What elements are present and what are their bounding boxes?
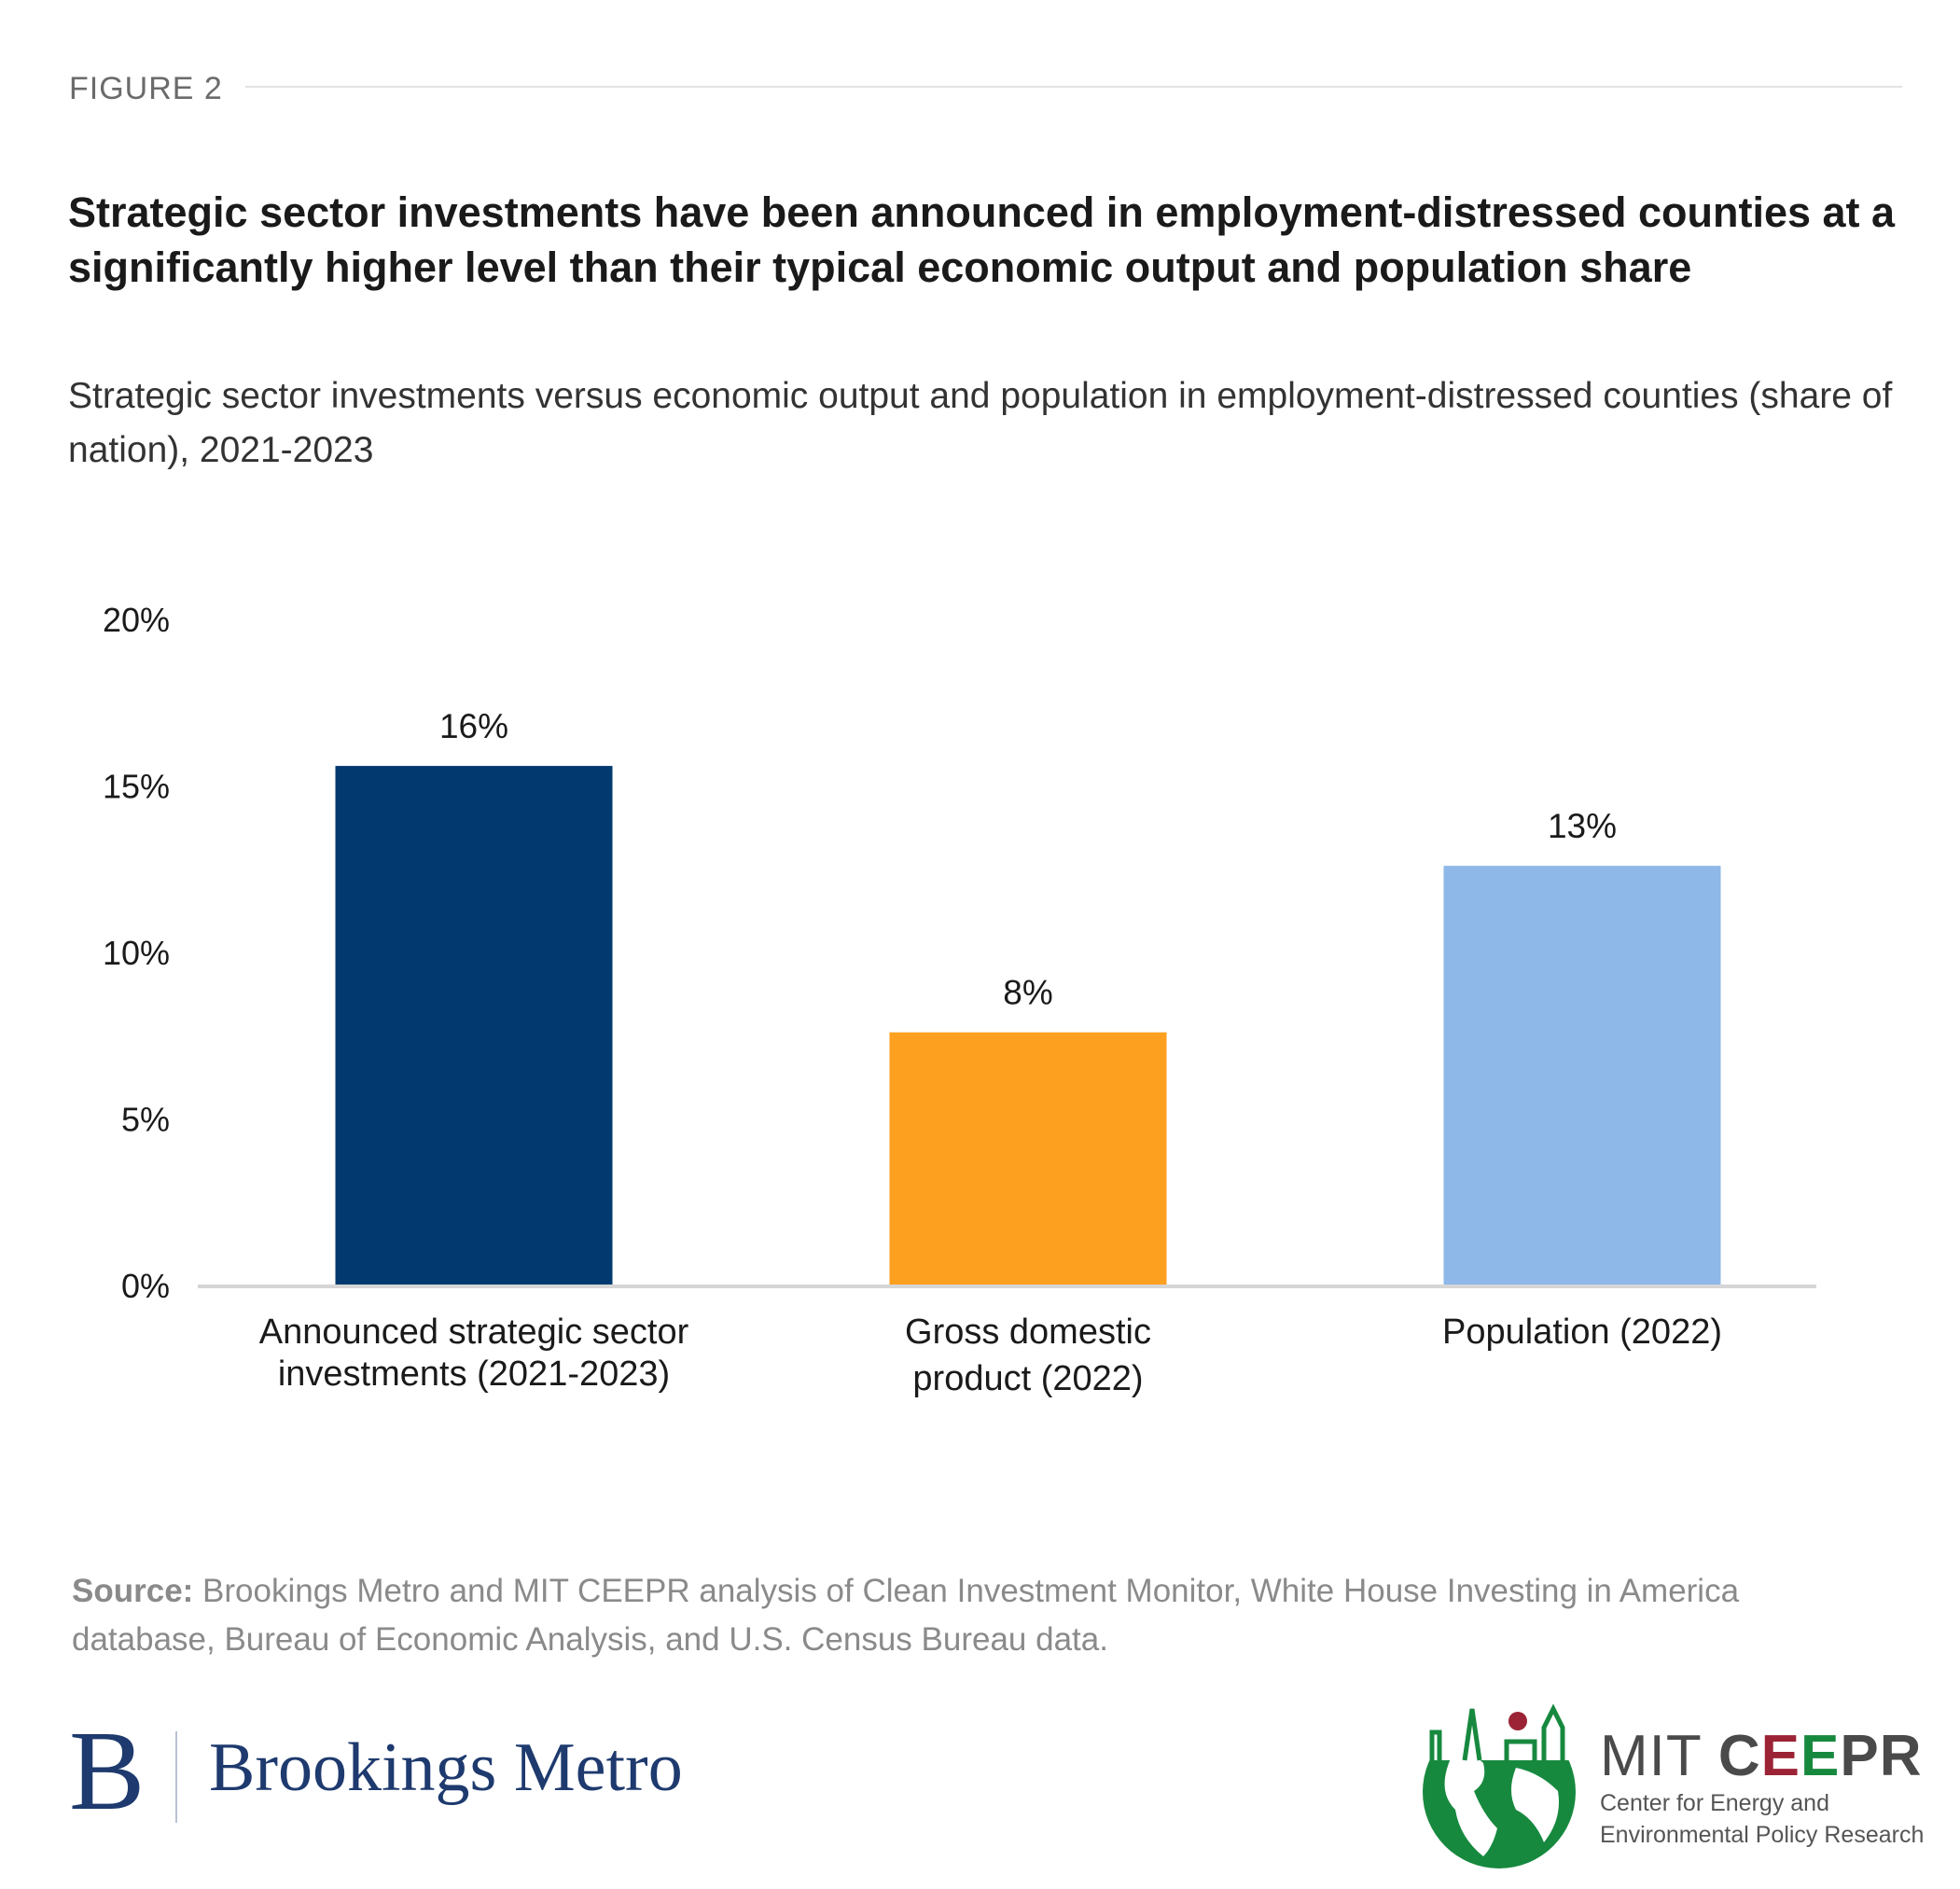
data-label: 16% bbox=[439, 707, 508, 745]
chart-title: Strategic sector investments have been a… bbox=[68, 188, 1896, 291]
figure-label: FIGURE 2 bbox=[69, 71, 223, 106]
y-tick-label: 20% bbox=[103, 601, 170, 639]
ceepr-e2: E bbox=[1800, 1724, 1841, 1788]
x-tick-label: product (2022) bbox=[912, 1359, 1143, 1398]
x-tick-label: Population (2022) bbox=[1442, 1313, 1722, 1352]
ceepr-pr: PR bbox=[1840, 1724, 1923, 1788]
data-label: 13% bbox=[1548, 807, 1617, 845]
brookings-metro-logo: Brookings Metro bbox=[209, 1729, 683, 1806]
x-tick-label: Announced strategic sector bbox=[259, 1313, 689, 1352]
source-note: Source: Brookings Metro and MIT CEEPR an… bbox=[72, 1567, 1891, 1664]
y-tick-label: 5% bbox=[121, 1101, 170, 1139]
mit-sub-line: Environmental Policy Research bbox=[1600, 1822, 1925, 1848]
bar bbox=[889, 1032, 1167, 1285]
mit-ceepr-subtitle: Center for Energy and Environmental Polic… bbox=[1600, 1787, 1924, 1851]
y-tick-label: 10% bbox=[103, 934, 170, 972]
x-tick-label: Gross domestic bbox=[905, 1313, 1151, 1352]
data-label: 8% bbox=[1003, 974, 1052, 1012]
ceepr-e1: E bbox=[1760, 1724, 1800, 1788]
ceepr-c: C bbox=[1717, 1724, 1761, 1788]
mit-sub-line: Center for Energy and bbox=[1600, 1790, 1829, 1816]
bar-chart: 0% 5% 10% 15% 20% 16% Announced strategic sect… bbox=[103, 601, 1816, 1398]
bar bbox=[335, 766, 613, 1285]
chart-subtitle: Strategic sector investments versus econ… bbox=[68, 376, 1893, 470]
mit-text: MIT bbox=[1600, 1724, 1718, 1788]
globe-icon bbox=[1413, 1702, 1586, 1868]
source-text: Brookings Metro and MIT CEEPR analysis o… bbox=[72, 1573, 1740, 1658]
source-label: Source: bbox=[72, 1573, 194, 1609]
brookings-logo-mark: B bbox=[69, 1708, 146, 1834]
mit-ceepr-logo: MIT CEEPR bbox=[1600, 1728, 1923, 1785]
header-divider bbox=[245, 86, 1902, 88]
bar bbox=[1443, 866, 1721, 1285]
y-tick-label: 0% bbox=[121, 1267, 170, 1305]
logo-divider bbox=[175, 1731, 177, 1823]
y-tick-label: 15% bbox=[103, 768, 170, 806]
x-tick-label: investments (2021-2023) bbox=[278, 1354, 670, 1394]
